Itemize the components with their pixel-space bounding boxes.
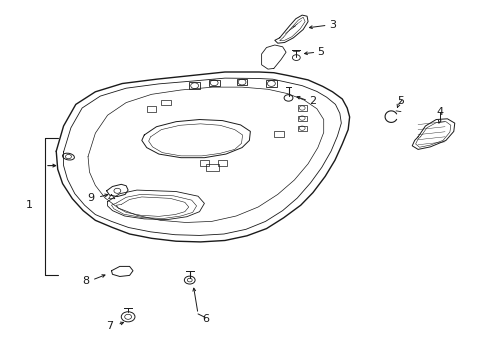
- Text: 7: 7: [106, 321, 113, 331]
- Text: 6: 6: [202, 314, 208, 324]
- Text: 1: 1: [26, 200, 33, 210]
- Bar: [189, 82, 200, 89]
- Text: 2: 2: [309, 96, 316, 106]
- Bar: [297, 105, 306, 111]
- Bar: [297, 116, 306, 121]
- Bar: [161, 100, 171, 105]
- Bar: [206, 164, 219, 171]
- Bar: [217, 160, 227, 166]
- Text: 9: 9: [87, 193, 94, 203]
- Text: 8: 8: [82, 276, 89, 286]
- Text: 3: 3: [328, 20, 335, 30]
- Bar: [273, 131, 283, 137]
- Bar: [265, 80, 276, 87]
- Bar: [208, 80, 219, 86]
- Text: 4: 4: [436, 107, 443, 117]
- Bar: [146, 106, 156, 112]
- Text: 5: 5: [397, 96, 404, 106]
- Bar: [297, 126, 306, 131]
- Bar: [236, 79, 247, 85]
- Text: 5: 5: [316, 47, 323, 57]
- Bar: [199, 160, 209, 166]
